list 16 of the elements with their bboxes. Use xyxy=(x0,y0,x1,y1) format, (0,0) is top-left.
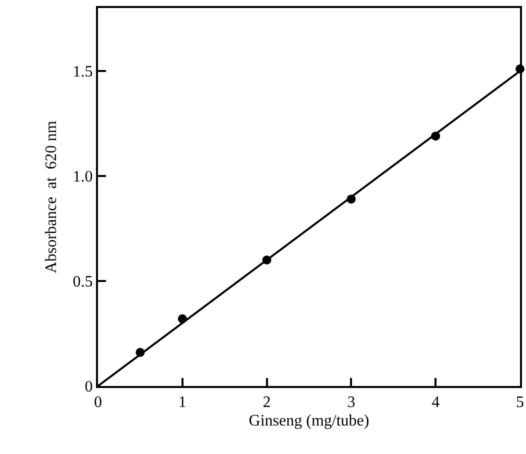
x-axis-title: Ginseng (mg/tube) xyxy=(248,412,370,430)
point xyxy=(178,314,187,324)
point xyxy=(346,194,356,204)
y-tick-label: 1.0 xyxy=(72,168,93,186)
y-tick-label: 0 xyxy=(84,378,93,396)
x-tick-label: 4 xyxy=(432,394,440,412)
y-axis-title: Absorbance at 620 nm xyxy=(43,120,60,274)
point xyxy=(262,256,272,264)
point xyxy=(431,132,440,141)
point xyxy=(136,348,145,357)
y-tick-label: 0.5 xyxy=(72,274,93,291)
y-tick-label: 1.5 xyxy=(72,64,93,81)
x-tick-label: 5 xyxy=(516,394,524,412)
x-tick-label: 3 xyxy=(347,394,356,412)
x-tick-label: 2 xyxy=(262,394,271,412)
x-tick-label: 1 xyxy=(178,394,186,412)
